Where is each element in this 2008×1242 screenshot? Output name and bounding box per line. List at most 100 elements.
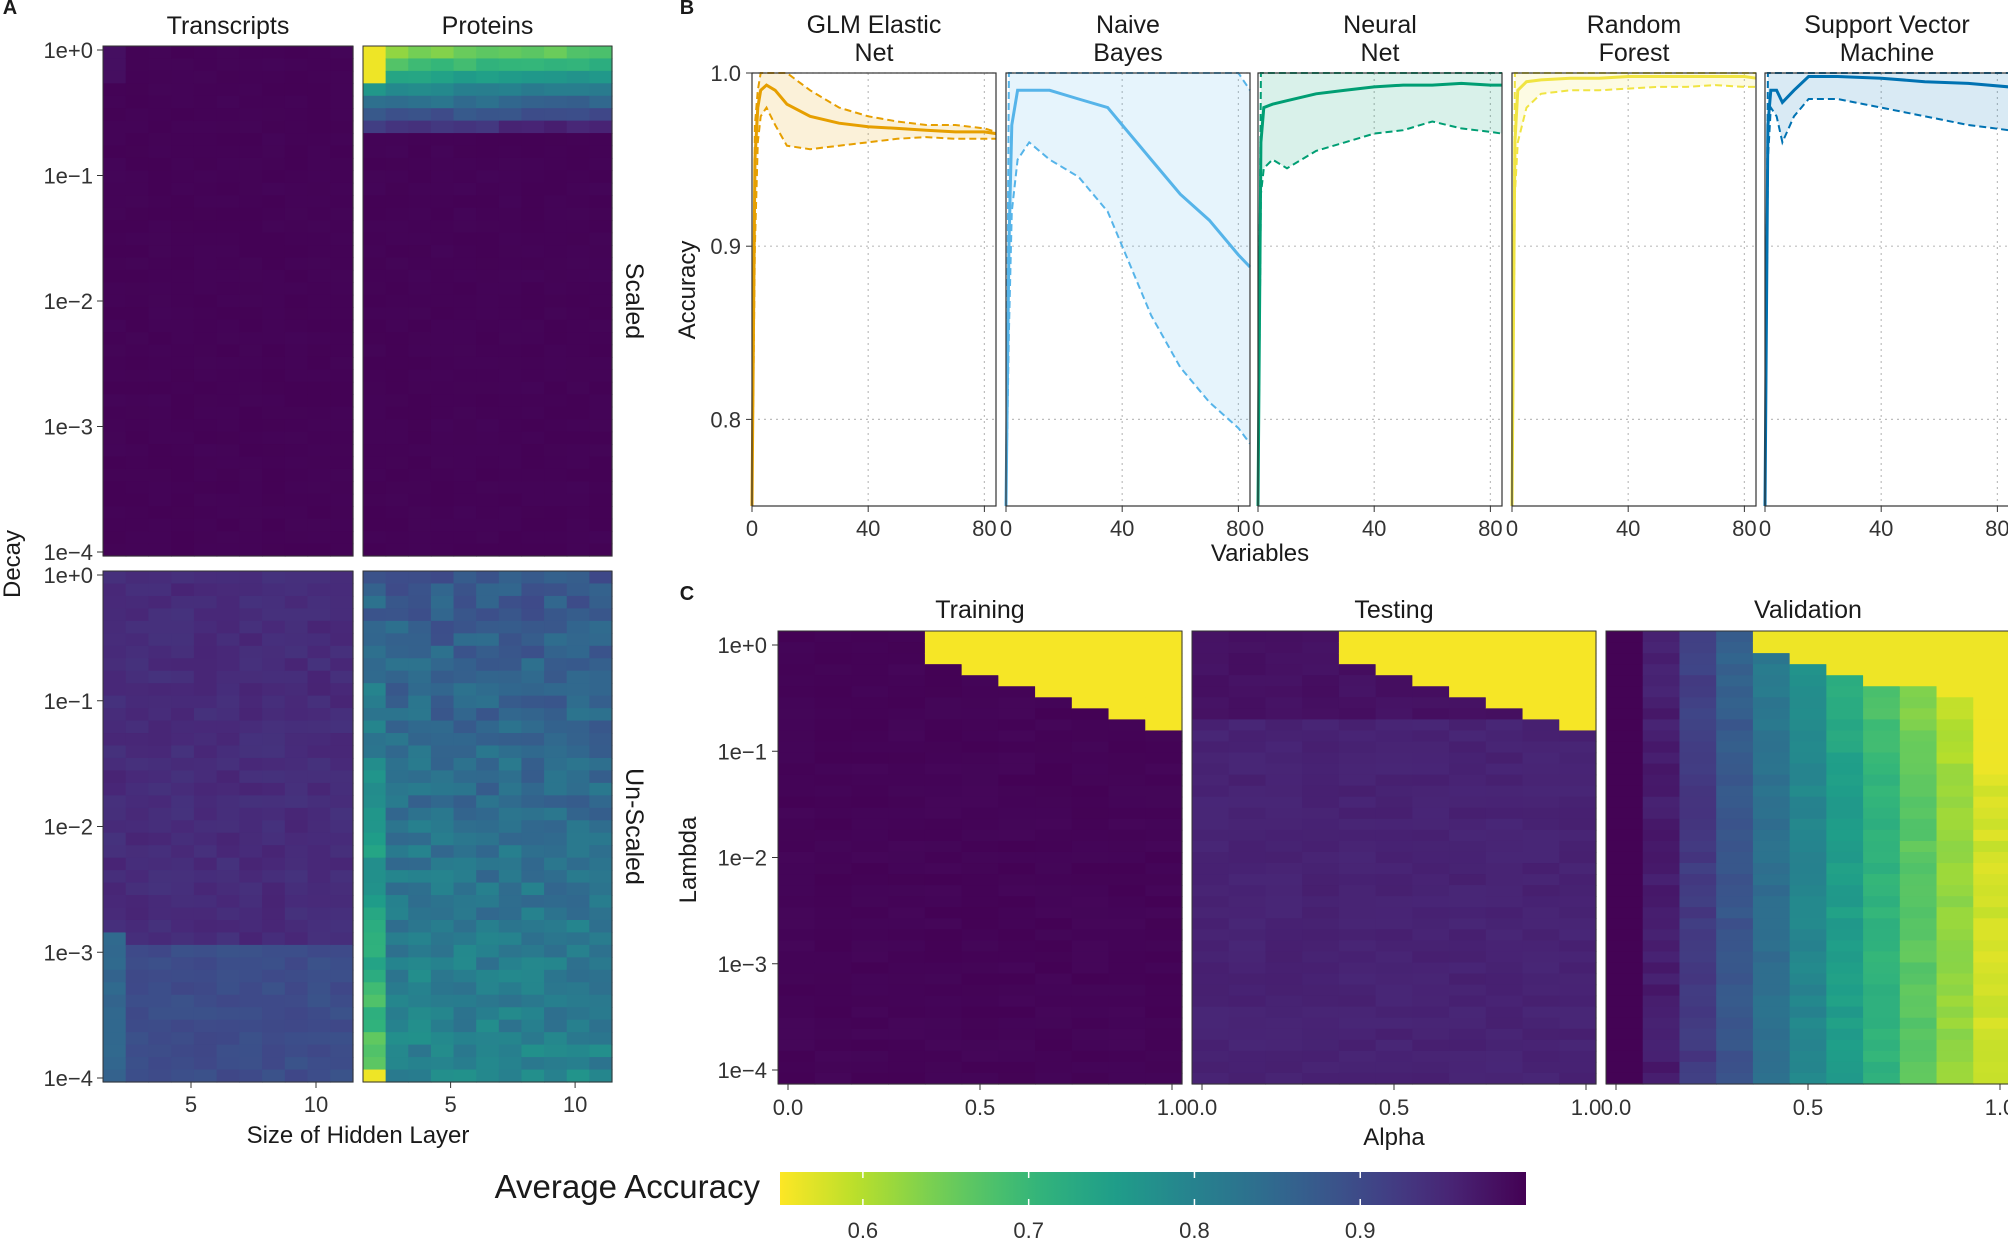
heatmap-cell — [284, 481, 309, 495]
heatmap-cell — [498, 745, 523, 759]
heatmap-cell — [566, 257, 590, 271]
heatmap-cell — [476, 571, 500, 585]
heatmap-cell — [589, 83, 613, 97]
heatmap-cell — [148, 882, 172, 896]
heatmap-cell — [544, 95, 568, 109]
heatmap-cell — [1522, 896, 1560, 908]
heatmap-cell — [1412, 851, 1450, 864]
heatmap-cell — [1338, 1039, 1377, 1052]
heatmap-cell — [1145, 807, 1183, 820]
heatmap-cell — [453, 133, 477, 147]
heatmap-cell — [1412, 752, 1450, 765]
heatmap-cell — [521, 543, 545, 557]
heatmap-cell — [1936, 708, 1974, 720]
heatmap-cell — [148, 157, 172, 171]
heatmap-cell — [171, 857, 195, 871]
heatmap-cell — [589, 369, 613, 383]
heatmap-cell — [1449, 774, 1487, 787]
y-tick-label: 1.0 — [710, 61, 741, 86]
heatmap-cell — [385, 307, 409, 321]
heatmap-cell — [1973, 951, 2008, 964]
heatmap-cell — [814, 752, 853, 765]
heatmap-cell — [216, 58, 240, 72]
heatmap-cell — [284, 220, 309, 234]
heatmap-cell — [1265, 697, 1303, 709]
heatmap-cell — [1035, 995, 1073, 1008]
heatmap-cell — [284, 493, 309, 507]
heatmap-cell — [476, 820, 500, 834]
facet-title: Random — [1587, 11, 1682, 39]
heatmap-cell — [408, 493, 432, 507]
heatmap-cell — [1071, 763, 1110, 776]
heatmap-cell — [1071, 785, 1110, 798]
heatmap-cell — [284, 770, 309, 784]
heatmap-cell — [1228, 1039, 1267, 1052]
heatmap-cell — [453, 782, 477, 796]
heatmap-cell — [961, 807, 999, 820]
heatmap-cell — [498, 708, 523, 722]
heatmap-cell — [476, 344, 500, 358]
heatmap-cell — [1642, 818, 1681, 831]
heatmap-cell — [408, 895, 432, 909]
heatmap-cell — [385, 857, 409, 871]
heatmap-cell — [1559, 829, 1597, 842]
heatmap-cell — [476, 645, 500, 659]
heatmap-cell — [284, 620, 309, 634]
panel-letter-b: B — [680, 0, 694, 19]
heatmap-cell — [171, 83, 195, 97]
heatmap-cell — [1752, 874, 1791, 886]
heatmap-cell — [589, 757, 613, 772]
heatmap-cell — [498, 220, 523, 234]
heatmap-cell — [1108, 929, 1146, 941]
heatmap-cell — [566, 232, 590, 246]
heatmap-cell — [262, 982, 286, 996]
heatmap-cell — [814, 874, 853, 886]
heatmap-cell — [330, 745, 354, 759]
heatmap-cell — [544, 1007, 568, 1021]
heatmap-cell — [103, 683, 127, 697]
heatmap-cell — [1559, 752, 1597, 765]
heatmap-cell — [1716, 730, 1754, 743]
heatmap-cell — [363, 195, 387, 209]
heatmap-cell — [888, 774, 926, 787]
heatmap-cell — [476, 232, 500, 246]
heatmap-cell — [125, 608, 150, 622]
heatmap-cell — [148, 431, 172, 445]
heatmap-cell — [430, 982, 455, 996]
heatmap-cell — [125, 493, 150, 507]
heatmap-cell — [239, 708, 263, 722]
heatmap-cell — [430, 394, 455, 408]
heatmap-cell — [1973, 940, 2008, 953]
heatmap-cell — [1679, 741, 1717, 754]
heatmap-cell — [103, 356, 127, 371]
heatmap-cell — [216, 307, 240, 321]
heatmap-cell — [1679, 719, 1717, 732]
heatmap-cell — [148, 468, 172, 482]
heatmap-cell — [961, 1006, 999, 1019]
series-mean-line — [1004, 88, 1252, 507]
heatmap-cell — [1412, 951, 1450, 964]
heatmap-cell — [1899, 896, 1938, 908]
heatmap-cell — [498, 543, 523, 557]
heatmap-cell — [284, 332, 309, 346]
heatmap-cell — [498, 994, 523, 1008]
heatmap-cell — [284, 895, 309, 909]
heatmap-cell — [1145, 1006, 1183, 1019]
heatmap-cell — [778, 840, 816, 853]
heatmap-cell — [1071, 642, 1110, 654]
heatmap-cell — [284, 108, 309, 122]
heatmap-cell — [1108, 774, 1146, 787]
panel-border — [1257, 72, 1503, 507]
heatmap-cell — [1108, 962, 1146, 975]
heatmap-cell — [385, 257, 409, 271]
heatmap-cell — [239, 919, 263, 934]
heatmap-cell — [1412, 1017, 1450, 1030]
heatmap-cell — [998, 907, 1036, 919]
heatmap-cell — [589, 1019, 613, 1033]
heatmap-cell — [589, 543, 613, 557]
heatmap-cell — [1789, 697, 1827, 709]
heatmap-transcripts-scaled — [102, 45, 354, 557]
heatmap-cell — [521, 919, 545, 934]
heatmap-cell — [125, 733, 150, 747]
heatmap-cell — [778, 1050, 816, 1063]
